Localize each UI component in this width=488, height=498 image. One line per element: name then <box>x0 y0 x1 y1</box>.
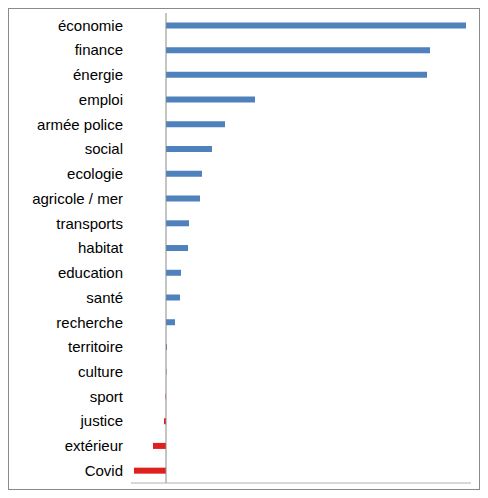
svg-text:énergie: énergie <box>73 66 123 83</box>
svg-text:finance: finance <box>75 41 123 58</box>
svg-text:territoire: territoire <box>68 338 123 355</box>
svg-text:économie: économie <box>58 17 123 34</box>
svg-text:education: education <box>58 264 123 281</box>
svg-text:agricole / mer: agricole / mer <box>32 190 123 207</box>
svg-text:social: social <box>85 140 123 157</box>
svg-text:habitat: habitat <box>78 239 124 256</box>
svg-text:justice: justice <box>79 412 123 429</box>
svg-text:transports: transports <box>56 215 123 232</box>
svg-text:recherche: recherche <box>56 314 123 331</box>
svg-text:Covid: Covid <box>85 462 123 479</box>
svg-text:sport: sport <box>90 388 124 405</box>
svg-text:culture: culture <box>78 363 123 380</box>
svg-text:emploi: emploi <box>79 91 123 108</box>
svg-text:extérieur: extérieur <box>65 437 123 454</box>
svg-text:santé: santé <box>86 289 123 306</box>
svg-text:ecologie: ecologie <box>67 165 123 182</box>
svg-text:armée police: armée police <box>37 116 123 133</box>
